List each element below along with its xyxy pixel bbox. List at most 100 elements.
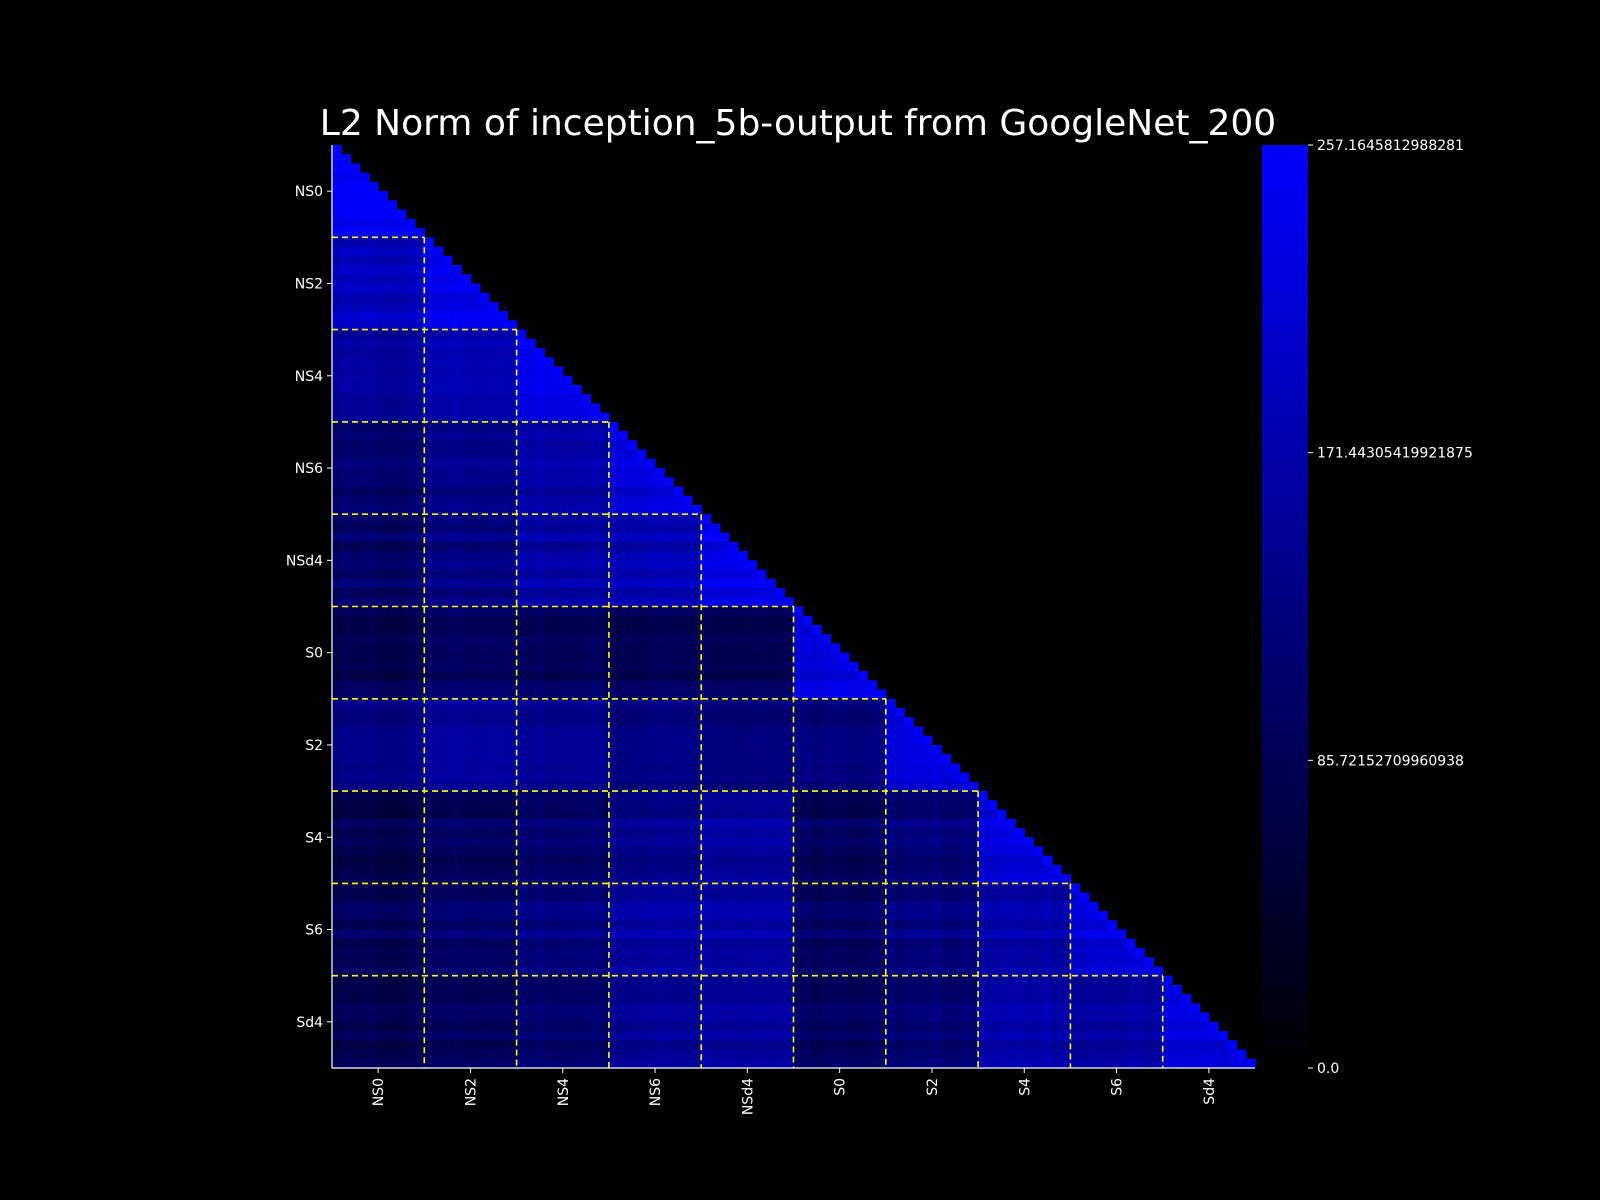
heatmap-cell bbox=[442, 394, 453, 405]
heatmap-cell bbox=[608, 911, 619, 921]
heatmap-cell bbox=[424, 514, 435, 525]
heatmap-cell bbox=[738, 809, 748, 820]
heatmap-cell bbox=[1005, 1031, 1016, 1041]
heatmap-cell bbox=[839, 948, 850, 958]
heatmap-cell bbox=[470, 320, 481, 331]
heatmap-cell bbox=[1061, 1040, 1071, 1051]
heatmap-cell bbox=[442, 431, 453, 441]
heatmap-cell bbox=[415, 292, 425, 303]
heatmap-cell bbox=[359, 1040, 370, 1051]
heatmap-cell bbox=[645, 781, 656, 792]
heatmap-cell bbox=[571, 726, 582, 737]
heatmap-cell bbox=[867, 911, 878, 921]
heatmap-cell bbox=[793, 744, 804, 755]
heatmap-cell bbox=[535, 984, 545, 995]
heatmap-cell bbox=[959, 984, 970, 995]
heatmap-cell bbox=[830, 828, 841, 838]
heatmap-cell bbox=[978, 957, 988, 968]
heatmap-cell bbox=[332, 781, 342, 792]
heatmap-cell bbox=[378, 818, 388, 829]
heatmap-cell bbox=[415, 800, 425, 811]
heatmap-cell bbox=[811, 1049, 822, 1060]
heatmap-cell bbox=[571, 680, 582, 691]
heatmap-cell bbox=[341, 744, 352, 755]
heatmap-cell bbox=[562, 717, 573, 728]
heatmap-cell bbox=[350, 329, 361, 340]
heatmap-cell bbox=[1171, 1021, 1182, 1032]
heatmap-cell bbox=[368, 477, 379, 488]
heatmap-cell bbox=[498, 846, 508, 857]
heatmap-cell bbox=[507, 708, 518, 718]
heatmap-cell bbox=[332, 440, 342, 451]
heatmap-cell bbox=[488, 606, 499, 617]
heatmap-cell bbox=[479, 828, 490, 838]
heatmap-cell bbox=[867, 735, 878, 746]
heatmap-cell bbox=[571, 1021, 582, 1032]
heatmap-cell bbox=[904, 754, 915, 765]
heatmap-cell bbox=[922, 735, 933, 746]
heatmap-cell bbox=[1088, 984, 1099, 995]
heatmap-cell bbox=[562, 412, 573, 423]
heatmap-cell bbox=[775, 975, 785, 986]
heatmap-cell bbox=[719, 541, 730, 552]
heatmap-cell bbox=[424, 412, 435, 423]
heatmap-cell bbox=[1051, 1049, 1062, 1060]
heatmap-cell bbox=[544, 403, 555, 414]
heatmap-cell bbox=[830, 735, 841, 746]
heatmap-cell bbox=[359, 264, 370, 275]
heatmap-cell bbox=[664, 661, 675, 672]
heatmap-cell bbox=[1033, 1012, 1044, 1023]
heatmap-cell bbox=[350, 791, 361, 801]
heatmap-cell bbox=[470, 311, 481, 321]
heatmap-cell bbox=[599, 532, 610, 543]
heatmap-cell bbox=[1088, 1040, 1099, 1051]
heatmap-cell bbox=[895, 892, 905, 903]
heatmap-cell bbox=[710, 643, 721, 654]
heatmap-cell bbox=[451, 468, 462, 478]
heatmap-cell bbox=[553, 1058, 564, 1069]
heatmap-cell bbox=[738, 569, 748, 580]
heatmap-cell bbox=[627, 1049, 638, 1060]
heatmap-cell bbox=[636, 578, 647, 589]
heatmap-cell bbox=[618, 828, 628, 838]
heatmap-cell bbox=[378, 763, 388, 774]
heatmap-cell bbox=[1015, 994, 1025, 1004]
heatmap-cell bbox=[350, 772, 361, 783]
heatmap-cell bbox=[498, 984, 508, 995]
heatmap-cell bbox=[525, 948, 536, 958]
heatmap-cell bbox=[525, 652, 536, 663]
heatmap-cell bbox=[479, 643, 490, 654]
heatmap-cell bbox=[784, 744, 795, 755]
heatmap-cell bbox=[701, 744, 712, 755]
heatmap-cell bbox=[950, 864, 961, 875]
heatmap-cell bbox=[562, 615, 573, 626]
heatmap-cell bbox=[341, 809, 352, 820]
heatmap-cell bbox=[415, 717, 425, 728]
heatmap-cell bbox=[1070, 994, 1081, 1004]
heatmap-cell bbox=[433, 643, 444, 654]
heatmap-cell bbox=[618, 680, 628, 691]
heatmap-cell bbox=[442, 892, 453, 903]
heatmap-cell bbox=[442, 357, 453, 368]
heatmap-cell bbox=[1125, 1021, 1136, 1032]
heatmap-cell bbox=[664, 735, 675, 746]
heatmap-cell bbox=[516, 329, 527, 340]
heatmap-cell bbox=[968, 984, 979, 995]
heatmap-cell bbox=[433, 624, 444, 635]
heatmap-cell bbox=[341, 237, 352, 248]
heatmap-cell bbox=[1125, 975, 1136, 986]
heatmap-cell bbox=[387, 292, 398, 303]
heatmap-cell bbox=[378, 311, 388, 321]
heatmap-cell bbox=[775, 624, 785, 635]
heatmap-cell bbox=[332, 901, 342, 912]
heatmap-cell bbox=[1135, 984, 1145, 995]
heatmap-cell bbox=[719, 606, 730, 617]
heatmap-cell bbox=[461, 892, 472, 903]
heatmap-cell bbox=[498, 449, 508, 460]
heatmap-cell bbox=[424, 1012, 435, 1023]
heatmap-cell bbox=[461, 754, 472, 765]
heatmap-cell bbox=[442, 421, 453, 432]
heatmap-cell bbox=[811, 781, 822, 792]
heatmap-cell bbox=[913, 846, 924, 857]
heatmap-cell bbox=[1024, 846, 1035, 857]
